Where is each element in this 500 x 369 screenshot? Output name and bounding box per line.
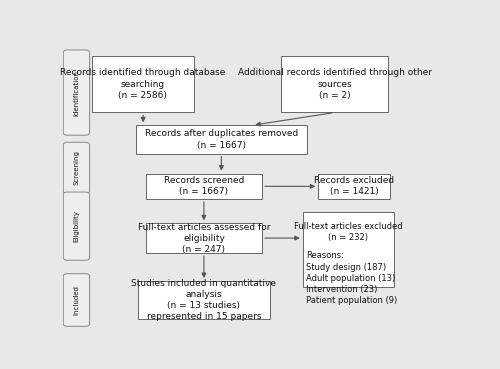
Text: Records identified through database
searching
(n = 2586): Records identified through database sear… xyxy=(60,69,226,100)
Text: Full-text articles assessed for
eligibility
(n = 247): Full-text articles assessed for eligibil… xyxy=(138,223,270,254)
FancyBboxPatch shape xyxy=(92,56,194,113)
Text: Full-text articles excluded
(n = 232): Full-text articles excluded (n = 232) xyxy=(294,222,403,242)
Text: Studies included in quantitative
analysis
(n = 13 studies)
represented in 15 pap: Studies included in quantitative analysi… xyxy=(132,279,276,321)
FancyBboxPatch shape xyxy=(64,142,90,193)
FancyBboxPatch shape xyxy=(136,125,306,154)
FancyBboxPatch shape xyxy=(146,173,262,199)
FancyBboxPatch shape xyxy=(64,274,90,326)
FancyBboxPatch shape xyxy=(318,173,390,199)
Text: Reasons:
Study design (187)
Adult population (13)
Intervention (23)
Patient popu: Reasons: Study design (187) Adult popula… xyxy=(306,240,397,305)
Text: Additional records identified through other
sources
(n = 2): Additional records identified through ot… xyxy=(238,69,432,100)
FancyBboxPatch shape xyxy=(64,192,90,260)
FancyBboxPatch shape xyxy=(146,223,262,253)
Text: Records after duplicates removed
(n = 1667): Records after duplicates removed (n = 16… xyxy=(145,130,298,149)
Text: Eligibility: Eligibility xyxy=(74,210,80,242)
Text: Identification: Identification xyxy=(74,70,80,115)
Text: Screening: Screening xyxy=(74,151,80,185)
Text: Included: Included xyxy=(74,285,80,315)
Text: Records screened
(n = 1667): Records screened (n = 1667) xyxy=(164,176,244,196)
FancyBboxPatch shape xyxy=(282,56,388,113)
FancyBboxPatch shape xyxy=(64,50,90,135)
Text: Records excluded
(n = 1421): Records excluded (n = 1421) xyxy=(314,176,394,196)
FancyBboxPatch shape xyxy=(138,281,270,319)
FancyBboxPatch shape xyxy=(303,212,394,287)
